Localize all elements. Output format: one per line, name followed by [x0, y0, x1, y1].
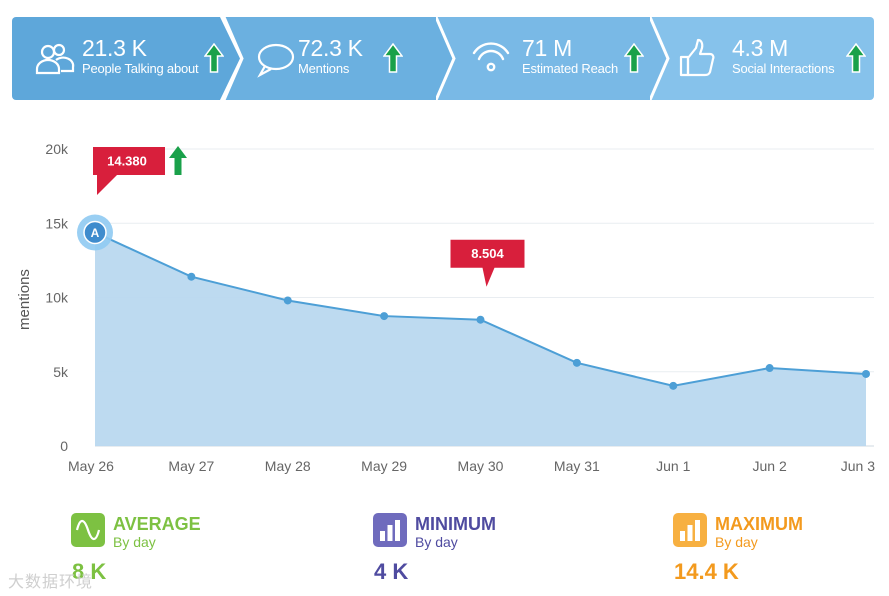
- stat-title: AVERAGE: [113, 514, 201, 534]
- data-point: [187, 272, 196, 281]
- mentions-area-chart: 0 5k 10k 15k 20k mentions May 26 May 27 May 28 Ma…: [16, 141, 875, 474]
- kpi-mentions: 72.3 K Mentions: [224, 17, 454, 100]
- callout-label: 14.380: [107, 154, 147, 169]
- kpi-segment-bg: [650, 17, 874, 100]
- x-tick-label: May 26: [68, 458, 114, 474]
- x-tick-label: Jun 3: [841, 458, 875, 474]
- stat-subtitle: By day: [415, 534, 458, 550]
- kpi-label: Social Interactions: [732, 61, 835, 76]
- callout-14.380: A 14.380: [77, 146, 187, 251]
- kpi-value: 21.3 K: [82, 35, 147, 61]
- callout-8.504: 8.504: [450, 239, 525, 287]
- x-tick-label: May 28: [265, 458, 311, 474]
- y-tick-label: 10k: [45, 290, 69, 306]
- kpi-segment-bg: [12, 17, 240, 100]
- kpi-social-interactions: 4.3 M Social Interactions: [650, 17, 874, 100]
- x-tick-label: May 31: [554, 458, 600, 474]
- speech-bubble-icon: [257, 43, 295, 78]
- bar-chart-icon: [673, 513, 707, 547]
- marker-dot: [83, 220, 107, 245]
- data-point: [669, 381, 678, 390]
- kpi-value: 71 M: [522, 35, 572, 61]
- trend-up-arrow-icon: [383, 43, 403, 73]
- wifi-signal-icon: [472, 42, 510, 72]
- kpi-label: Estimated Reach: [522, 61, 618, 76]
- y-tick-label: 5k: [53, 364, 69, 380]
- kpi-label: Mentions: [298, 61, 350, 76]
- data-point: [862, 369, 870, 378]
- trend-up-arrow-icon: [624, 43, 644, 73]
- series-area: [95, 232, 866, 446]
- stat-subtitle: By day: [113, 534, 156, 550]
- kpi-label: People Talking about: [82, 61, 199, 76]
- data-point: [283, 296, 292, 305]
- kpi-segment-bg: [224, 17, 454, 100]
- stat-subtitle: By day: [715, 534, 758, 550]
- watermark: 大数据环境: [8, 574, 94, 591]
- y-tick-label: 20k: [45, 141, 69, 157]
- people-icon: [35, 43, 75, 75]
- kpi-value: 4.3 M: [732, 35, 789, 61]
- kpi-value: 72.3 K: [298, 35, 363, 61]
- stat-value: 8 K: [72, 559, 107, 584]
- y-axis-label: mentions: [16, 269, 33, 330]
- x-tick-label: May 27: [168, 458, 214, 474]
- callout-flag: [93, 147, 165, 195]
- kpi-estimated-reach: 71 M Estimated Reach: [436, 17, 668, 100]
- y-tick-label: 0: [60, 438, 68, 454]
- trend-up-arrow-icon: [204, 43, 224, 73]
- marker-label: A: [91, 226, 100, 240]
- data-point: [765, 364, 774, 373]
- y-tick-label: 15k: [45, 215, 69, 231]
- data-point: [476, 315, 485, 324]
- callout-label: 8.504: [471, 246, 504, 261]
- callout-flag: [450, 239, 525, 287]
- thumbs-up-icon: [679, 38, 715, 77]
- stat-title: MAXIMUM: [715, 514, 803, 534]
- x-tick-label: Jun 2: [753, 458, 787, 474]
- bar-chart-icon: [373, 513, 407, 547]
- x-tick-label: May 30: [458, 458, 504, 474]
- trend-up-arrow-icon: [169, 146, 187, 175]
- x-tick-label: May 29: [361, 458, 407, 474]
- wave-icon: [71, 513, 105, 547]
- data-point: [572, 358, 581, 367]
- kpi-people-talking: 21.3 K People Talking about: [12, 17, 246, 100]
- kpi-segment-bg: [436, 17, 668, 100]
- stat-value: 4 K: [374, 559, 409, 584]
- x-tick-label: Jun 1: [656, 458, 690, 474]
- stat-title: MINIMUM: [415, 514, 496, 534]
- kpi-banner: 21.3 K People Talking about 72.3 K Menti…: [12, 17, 874, 100]
- trend-up-arrow-icon: [846, 43, 866, 73]
- stat-value: 14.4 K: [674, 559, 739, 584]
- data-point: [380, 312, 389, 321]
